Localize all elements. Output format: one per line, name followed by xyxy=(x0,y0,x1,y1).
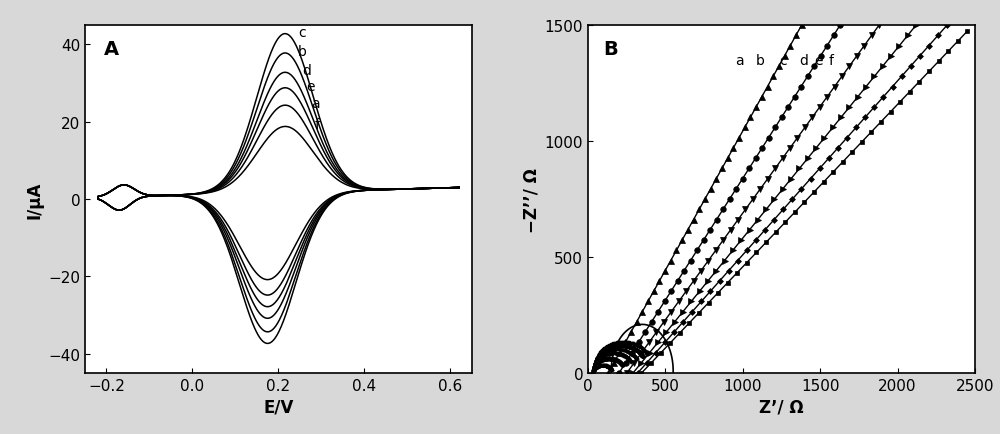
Y-axis label: −Z’’/ Ω: −Z’’/ Ω xyxy=(523,167,541,232)
Text: e: e xyxy=(306,79,315,94)
Text: a: a xyxy=(735,54,743,68)
Text: d: d xyxy=(302,64,311,78)
Text: A: A xyxy=(104,40,119,59)
Text: e: e xyxy=(814,54,823,68)
Text: a: a xyxy=(311,97,319,111)
Text: f: f xyxy=(829,54,834,68)
X-axis label: E/V: E/V xyxy=(263,397,294,415)
Text: c: c xyxy=(298,26,305,39)
Text: b: b xyxy=(298,45,307,59)
Text: d: d xyxy=(799,54,808,68)
Text: b: b xyxy=(755,54,764,68)
Text: f: f xyxy=(315,118,320,132)
Text: B: B xyxy=(604,40,618,59)
Y-axis label: I/μA: I/μA xyxy=(26,181,44,218)
X-axis label: Z’/ Ω: Z’/ Ω xyxy=(759,397,804,415)
Text: c: c xyxy=(779,54,787,68)
